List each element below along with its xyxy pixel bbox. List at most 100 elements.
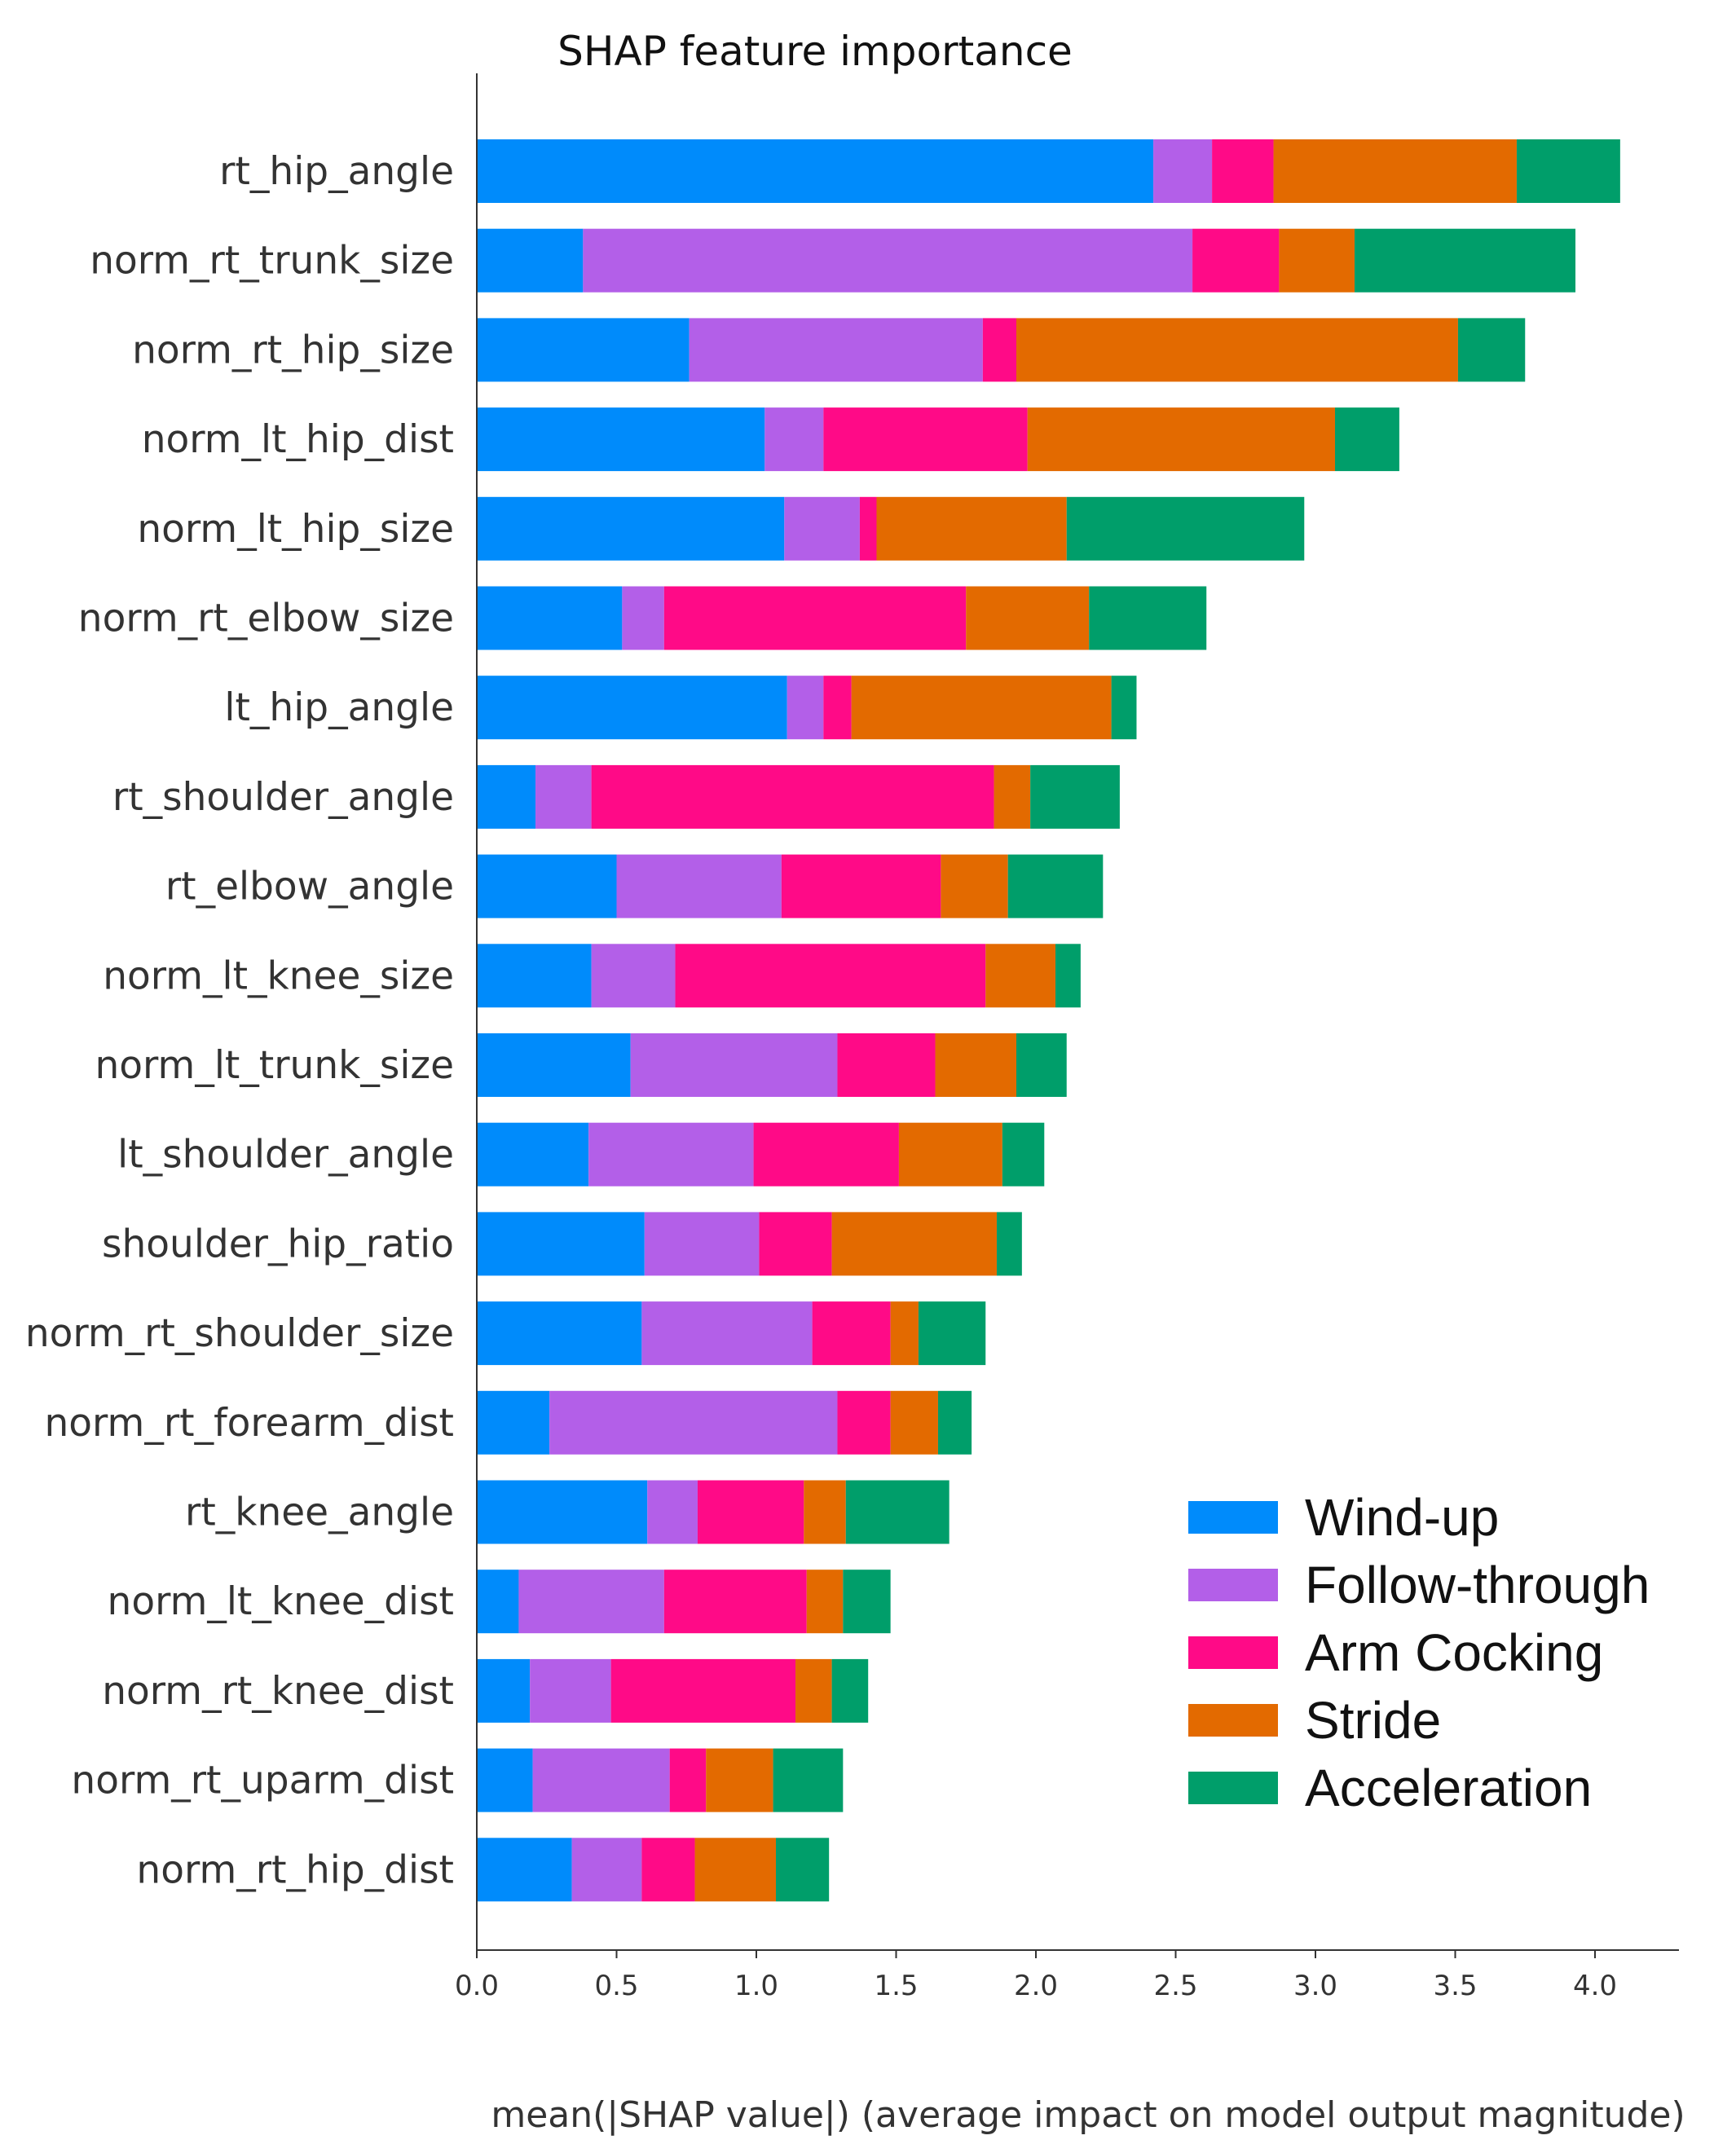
bar-segment-rt-elbow-angle-wind-up [477, 854, 617, 918]
category-label: norm_lt_knee_dist [108, 1579, 454, 1624]
bar-segment-norm-rt-shoulder-size-stride [890, 1301, 919, 1366]
bar-segment-rt-hip-angle-follow-through [1153, 139, 1213, 203]
category-label: norm_rt_shoulder_size [25, 1311, 454, 1356]
chart-title: SHAP feature importance [557, 28, 1073, 75]
category-label: norm_rt_uparm_dist [71, 1759, 454, 1803]
category-label: rt_shoulder_angle [112, 775, 454, 820]
bar-segment-norm-lt-knee-size-stride [985, 944, 1056, 1008]
bar-segment-norm-rt-forearm-dist-acceleration [937, 1390, 972, 1455]
category-label: norm_rt_hip_dist [136, 1847, 454, 1892]
bar-segment-shoulder-hip-ratio-follow-through [644, 1212, 760, 1276]
bar-segment-lt-hip-angle-arm-cocking [823, 676, 852, 740]
category-label: norm_rt_forearm_dist [45, 1401, 454, 1446]
bar-segment-norm-rt-knee-dist-stride [795, 1658, 832, 1723]
legend-swatch-arm-cocking [1188, 1636, 1278, 1669]
bar-segment-norm-rt-elbow-size-wind-up [477, 586, 623, 650]
x-tick-label: 2.5 [1153, 1970, 1197, 2002]
bar-segment-rt-hip-angle-acceleration [1516, 139, 1620, 203]
bar-segment-norm-rt-hip-size-stride [1016, 318, 1458, 382]
bar-segment-lt-shoulder-angle-arm-cocking [753, 1122, 899, 1187]
category-label: norm_lt_hip_dist [142, 417, 454, 462]
bar-segment-norm-rt-hip-size-acceleration [1457, 318, 1526, 382]
bar-segment-norm-rt-knee-dist-acceleration [831, 1658, 869, 1723]
bar-segment-lt-shoulder-angle-wind-up [477, 1122, 589, 1187]
bar-segment-rt-shoulder-angle-acceleration [1030, 764, 1120, 829]
bar-segment-norm-lt-hip-dist-arm-cocking [823, 407, 1028, 472]
bar-segment-norm-rt-shoulder-size-wind-up [477, 1301, 642, 1366]
legend-label: Acceleration [1305, 1759, 1592, 1817]
bar-segment-norm-lt-trunk-size-follow-through [630, 1033, 838, 1097]
category-label: lt_hip_angle [224, 685, 454, 730]
bar-segment-lt-hip-angle-stride [851, 676, 1112, 740]
bar-segment-rt-hip-angle-wind-up [477, 139, 1154, 203]
legend-swatch-acceleration [1188, 1772, 1278, 1804]
bar-segment-rt-elbow-angle-stride [941, 854, 1008, 918]
bar-segment-norm-lt-hip-size-follow-through [784, 496, 860, 561]
bar-segment-norm-rt-forearm-dist-arm-cocking [837, 1390, 891, 1455]
bar-segment-norm-rt-trunk-size-wind-up [477, 228, 584, 293]
bar-segment-lt-hip-angle-wind-up [477, 676, 787, 740]
bars-layer [477, 139, 1620, 1902]
axes: 0.0 0.5 1.0 1.5 2.0 2.5 3.0 3.5 4.0 [455, 73, 1679, 2002]
bar-segment-lt-shoulder-angle-stride [898, 1122, 1002, 1187]
legend-swatch-stride [1188, 1704, 1278, 1737]
bar-segment-norm-rt-knee-dist-arm-cocking [610, 1658, 796, 1723]
category-label: norm_lt_knee_size [103, 953, 454, 998]
x-axis-label: mean(|SHAP value|) (average impact on mo… [491, 2094, 1685, 2136]
category-label: rt_elbow_angle [165, 865, 454, 909]
x-tick-label: 2.0 [1014, 1970, 1058, 2002]
bar-segment-norm-rt-hip-dist-follow-through [571, 1838, 642, 1902]
bar-segment-rt-knee-angle-acceleration [845, 1480, 950, 1544]
bar-segment-norm-rt-uparm-dist-wind-up [477, 1748, 533, 1812]
bar-segment-norm-lt-hip-dist-wind-up [477, 407, 765, 472]
bar-segment-norm-rt-trunk-size-stride [1279, 228, 1355, 293]
bar-segment-norm-rt-hip-dist-stride [694, 1838, 777, 1902]
bar-segment-norm-lt-knee-size-arm-cocking [675, 944, 986, 1008]
bar-segment-norm-lt-trunk-size-acceleration [1016, 1033, 1067, 1097]
bar-segment-lt-shoulder-angle-follow-through [588, 1122, 754, 1187]
bar-segment-shoulder-hip-ratio-wind-up [477, 1212, 645, 1276]
bar-segment-norm-rt-forearm-dist-stride [890, 1390, 938, 1455]
legend-label: Stride [1305, 1691, 1441, 1750]
bar-segment-norm-rt-uparm-dist-follow-through [532, 1748, 670, 1812]
bar-segment-norm-rt-uparm-dist-arm-cocking [669, 1748, 707, 1812]
bar-segment-norm-lt-hip-size-acceleration [1066, 496, 1305, 561]
bar-segment-norm-lt-trunk-size-wind-up [477, 1033, 631, 1097]
bar-segment-norm-rt-shoulder-size-follow-through [641, 1301, 813, 1366]
bar-segment-norm-rt-forearm-dist-wind-up [477, 1390, 550, 1455]
bar-segment-norm-lt-knee-size-wind-up [477, 944, 592, 1008]
x-tick-label: 1.5 [874, 1970, 918, 2002]
bar-segment-norm-rt-shoulder-size-arm-cocking [812, 1301, 891, 1366]
bar-segment-norm-lt-knee-dist-follow-through [518, 1570, 664, 1634]
bar-segment-shoulder-hip-ratio-arm-cocking [759, 1212, 832, 1276]
bar-segment-norm-rt-forearm-dist-follow-through [549, 1390, 838, 1455]
bar-segment-norm-rt-uparm-dist-acceleration [773, 1748, 844, 1812]
category-label: norm_lt_trunk_size [95, 1043, 455, 1088]
bar-segment-shoulder-hip-ratio-stride [831, 1212, 997, 1276]
bar-segment-rt-elbow-angle-arm-cocking [781, 854, 941, 918]
bar-segment-norm-rt-hip-size-wind-up [477, 318, 690, 382]
legend-label: Arm Cocking [1305, 1623, 1603, 1682]
category-labels: rt_hip_angle norm_rt_trunk_size norm_rt_hi… [25, 149, 454, 1892]
bar-segment-norm-rt-trunk-size-arm-cocking [1192, 228, 1280, 293]
x-tick-label: 4.0 [1573, 1970, 1617, 2002]
bar-segment-norm-lt-hip-dist-stride [1027, 407, 1336, 472]
bar-segment-norm-lt-knee-dist-arm-cocking [663, 1570, 807, 1634]
bar-segment-norm-rt-hip-size-follow-through [689, 318, 983, 382]
bar-segment-rt-hip-angle-arm-cocking [1212, 139, 1274, 203]
bar-segment-rt-knee-angle-follow-through [647, 1480, 698, 1544]
bar-segment-norm-lt-hip-size-wind-up [477, 496, 785, 561]
bar-segment-rt-knee-angle-stride [804, 1480, 846, 1544]
bar-segment-norm-rt-hip-size-arm-cocking [982, 318, 1016, 382]
legend: Wind-up Follow-through Arm Cocking Stride Ac… [1188, 1488, 1650, 1817]
x-tick-label: 3.5 [1433, 1970, 1477, 2002]
category-label: norm_lt_hip_size [137, 507, 454, 552]
bar-segment-rt-shoulder-angle-stride [994, 764, 1031, 829]
bar-segment-norm-rt-knee-dist-follow-through [530, 1658, 611, 1723]
bar-segment-norm-rt-shoulder-size-acceleration [918, 1301, 986, 1366]
x-tick-label: 0.0 [455, 1970, 499, 2002]
bar-segment-norm-lt-hip-dist-acceleration [1335, 407, 1399, 472]
bar-segment-norm-rt-hip-dist-wind-up [477, 1838, 572, 1902]
